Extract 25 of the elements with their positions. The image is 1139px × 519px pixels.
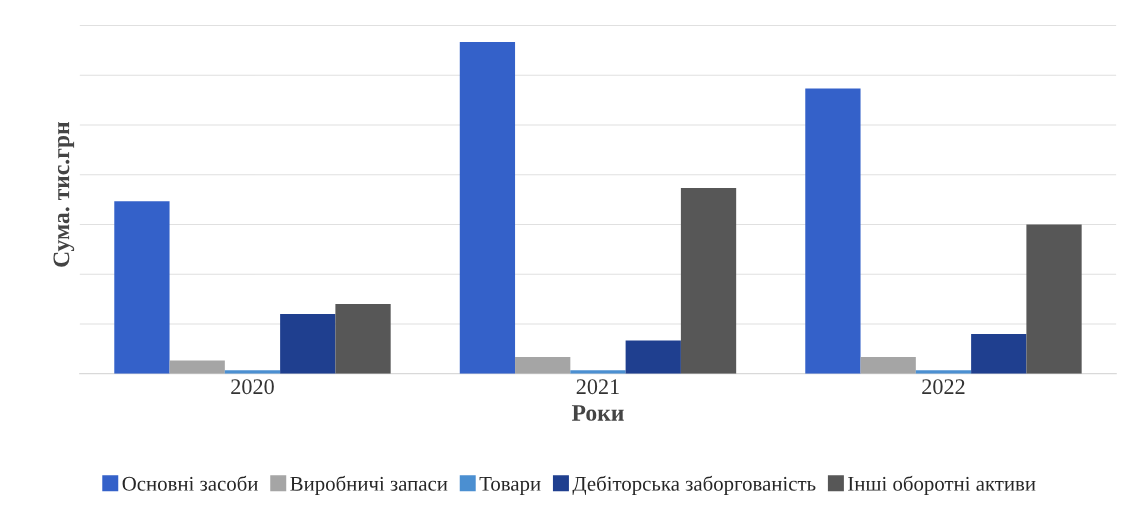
legend-label: Інші оборотні активи	[848, 475, 1036, 496]
bar	[1026, 224, 1082, 374]
legend-label: Дебіторська заборгованість	[572, 475, 816, 496]
bar	[971, 333, 1027, 374]
x-tick-label: 2020	[231, 379, 274, 395]
bar	[335, 304, 391, 374]
bar	[224, 370, 281, 374]
bar	[459, 42, 516, 374]
bar	[625, 340, 681, 374]
x-tick-label: 2021	[576, 379, 619, 395]
legend-label: Товари	[479, 476, 541, 496]
bar	[915, 370, 972, 374]
bar	[570, 370, 626, 374]
bar	[280, 314, 336, 374]
bar	[114, 201, 170, 374]
y-axis-title: Сума. тис.грн	[53, 121, 75, 267]
x-axis-title: Роки	[571, 405, 624, 421]
bar	[680, 187, 737, 374]
bar	[515, 357, 571, 374]
x-tick-label: 2022	[922, 379, 965, 395]
bar	[169, 360, 225, 374]
legend-label: Виробничі запаси	[290, 475, 448, 496]
legend-label: Основні засоби	[122, 475, 258, 491]
bar	[805, 88, 861, 374]
bar	[860, 357, 916, 374]
